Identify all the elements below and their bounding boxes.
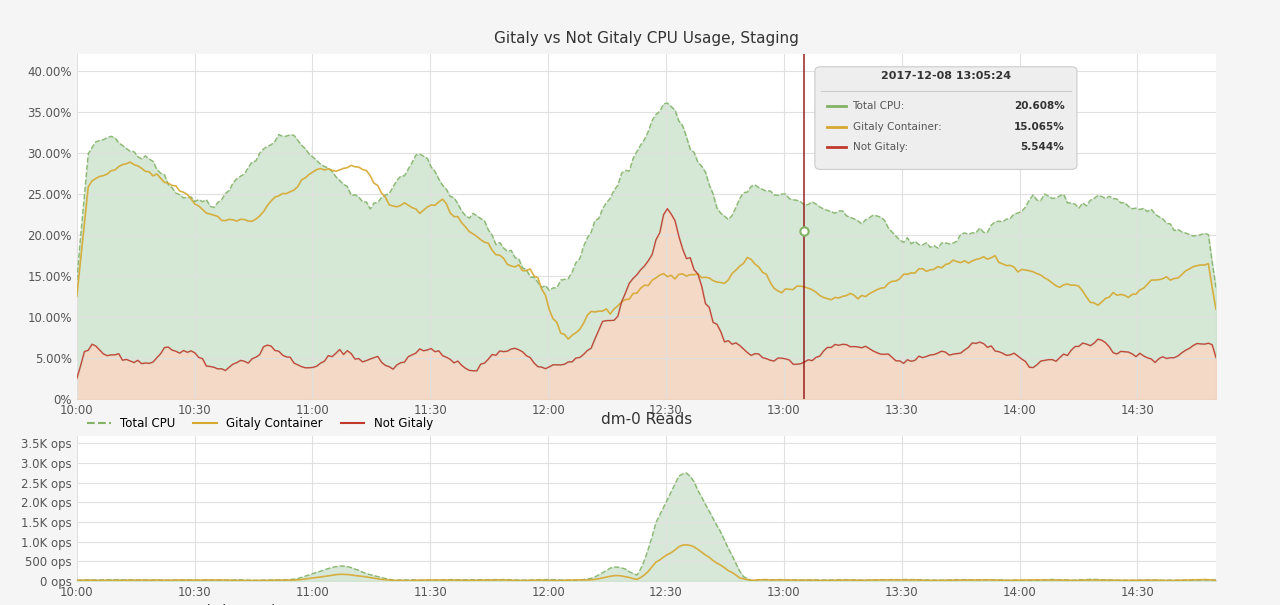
Gitaly Container [1110, 292, 1125, 299]
Line: Gitaly Container: Gitaly Container [77, 545, 1216, 581]
Gitaly Container [1037, 577, 1052, 584]
Gitaly Container [774, 289, 790, 296]
Not Gitaly [73, 362, 88, 369]
Total CPU [755, 186, 771, 193]
Gitaly Container [73, 577, 88, 584]
Gitaly Container [69, 577, 84, 584]
Gitaly Container [755, 576, 771, 583]
Gitaly Container [1037, 274, 1052, 281]
Host [751, 576, 767, 583]
Not Gitaly [659, 205, 675, 212]
Total CPU [774, 191, 790, 198]
Not Gitaly [748, 350, 763, 358]
Host [678, 469, 694, 477]
Not Gitaly [69, 375, 84, 382]
Text: 15.065%: 15.065% [1014, 122, 1065, 132]
Total CPU [1110, 195, 1125, 203]
Host [73, 577, 88, 584]
Gitaly Container [755, 269, 771, 276]
Not Gitaly [1208, 354, 1224, 361]
Gitaly Container [73, 256, 88, 263]
Line: Total CPU: Total CPU [77, 103, 1216, 290]
Gitaly Container [1208, 577, 1224, 584]
Gitaly Container [1110, 577, 1125, 584]
Gitaly Container [561, 335, 576, 342]
Gitaly Container [123, 159, 138, 166]
Gitaly Container [774, 577, 790, 584]
Gitaly Container [69, 293, 84, 300]
Title: Gitaly vs Not Gitaly CPU Usage, Staging: Gitaly vs Not Gitaly CPU Usage, Staging [494, 31, 799, 47]
Text: 5.544%: 5.544% [1020, 142, 1065, 152]
Not Gitaly [751, 350, 767, 358]
Not Gitaly [771, 355, 786, 362]
Not Gitaly [1033, 358, 1048, 365]
Gitaly Container [751, 263, 767, 270]
Line: Host: Host [77, 473, 1216, 581]
Total CPU [541, 287, 557, 294]
Line: Gitaly Container: Gitaly Container [77, 162, 1216, 339]
Host [1110, 577, 1125, 584]
Text: Not Gitaly:: Not Gitaly: [852, 142, 908, 152]
Total CPU [69, 276, 84, 284]
Total CPU [1037, 191, 1052, 198]
Host [755, 576, 771, 583]
Host [774, 576, 790, 583]
Title: dm-0 Reads: dm-0 Reads [600, 413, 692, 428]
Gitaly Container [678, 541, 694, 549]
Text: Gitaly Container:: Gitaly Container: [852, 122, 941, 132]
Legend: Total CPU, Gitaly Container, Not Gitaly: Total CPU, Gitaly Container, Not Gitaly [83, 413, 438, 435]
FancyBboxPatch shape [815, 67, 1076, 169]
Host [69, 577, 84, 584]
Legend: Host, Gitaly Container: Host, Gitaly Container [83, 599, 300, 605]
Gitaly Container [751, 576, 767, 583]
Total CPU [1208, 284, 1224, 292]
Host [1037, 577, 1052, 584]
Line: Not Gitaly: Not Gitaly [77, 209, 1216, 379]
Host [748, 577, 763, 584]
Host [1208, 577, 1224, 584]
Not Gitaly [1106, 349, 1121, 356]
Text: 20.608%: 20.608% [1014, 101, 1065, 111]
Gitaly Container [1208, 306, 1224, 313]
Gitaly Container [401, 577, 416, 584]
Total CPU [751, 184, 767, 191]
Text: Total CPU:: Total CPU: [852, 101, 905, 111]
Total CPU [73, 232, 88, 240]
Text: 2017-12-08 13:05:24: 2017-12-08 13:05:24 [881, 71, 1011, 81]
Total CPU [659, 99, 675, 106]
